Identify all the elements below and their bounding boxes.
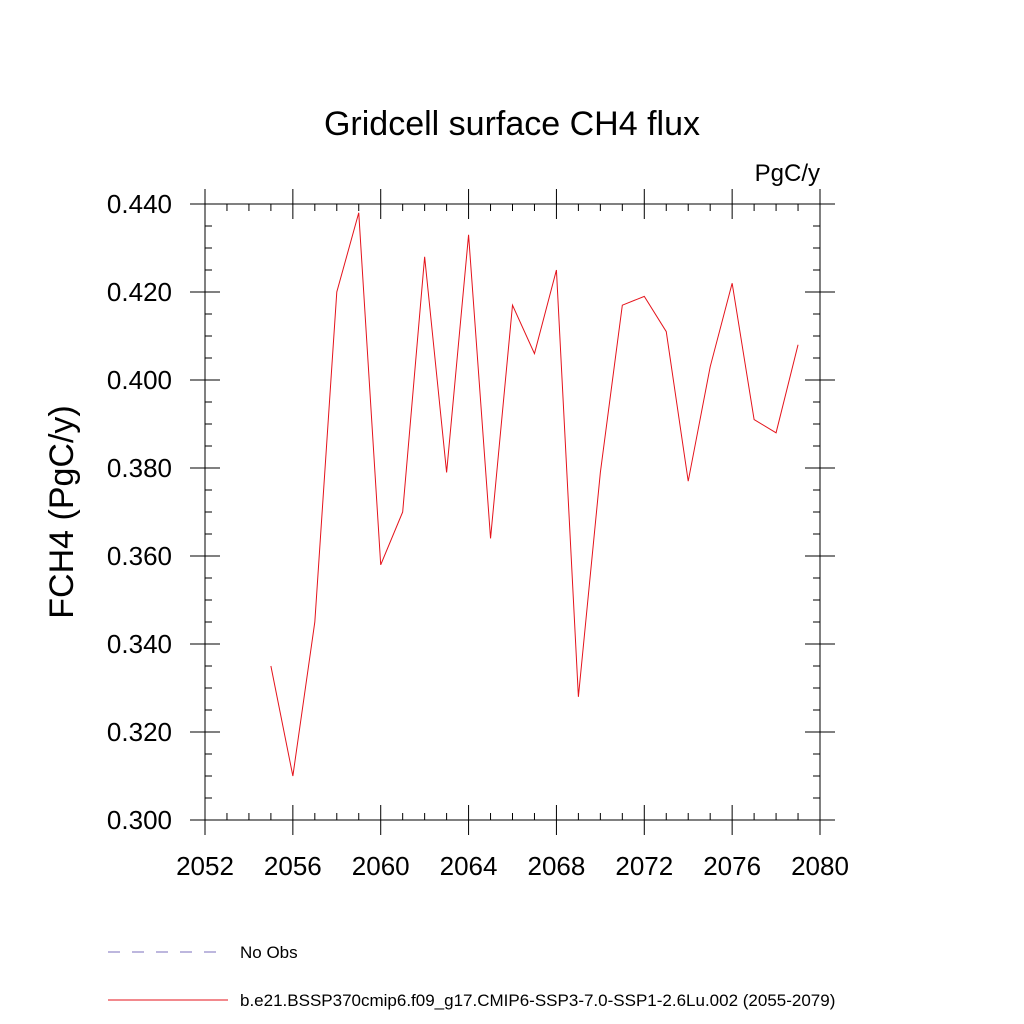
x-tick-label: 2064 (440, 851, 498, 881)
y-tick-label: 0.400 (107, 365, 172, 395)
series-lines (270, 212, 799, 777)
units-label: PgC/y (755, 160, 820, 187)
legend: No Obs b.e21.BSSP370cmip6.f09_g17.CMIP6-S… (108, 943, 835, 1010)
x-tick-label: 2052 (176, 851, 234, 881)
y-tick-label: 0.440 (107, 189, 172, 219)
y-axis-label: FCH4 (PgC/y) (43, 405, 81, 618)
x-tick-label: 2056 (264, 851, 322, 881)
y-tick-label: 0.340 (107, 629, 172, 659)
x-tick-label: 2076 (703, 851, 761, 881)
series-line (270, 212, 799, 777)
chart-title: Gridcell surface CH4 flux (324, 105, 700, 143)
y-tick-label: 0.380 (107, 453, 172, 483)
y-tick-label: 0.420 (107, 277, 172, 307)
plot-frame (204, 203, 821, 821)
y-tick-label: 0.300 (107, 805, 172, 835)
legend-label: No Obs (240, 943, 298, 962)
legend-label: b.e21.BSSP370cmip6.f09_g17.CMIP6-SSP3-7.… (240, 991, 835, 1010)
minor-ticks (205, 204, 820, 820)
major-ticks (190, 189, 835, 835)
y-tick-labels: 0.300 0.320 0.340 0.360 0.380 0.400 0.420 0.440 (107, 189, 172, 835)
x-tick-label: 2068 (528, 851, 586, 881)
x-tick-label: 2072 (615, 851, 673, 881)
x-tick-label: 2060 (352, 851, 410, 881)
y-tick-label: 0.320 (107, 717, 172, 747)
y-tick-label: 0.360 (107, 541, 172, 571)
x-tick-labels: 2052 2056 2060 2064 2068 2072 2076 2080 (176, 851, 849, 881)
x-tick-label: 2080 (791, 851, 849, 881)
